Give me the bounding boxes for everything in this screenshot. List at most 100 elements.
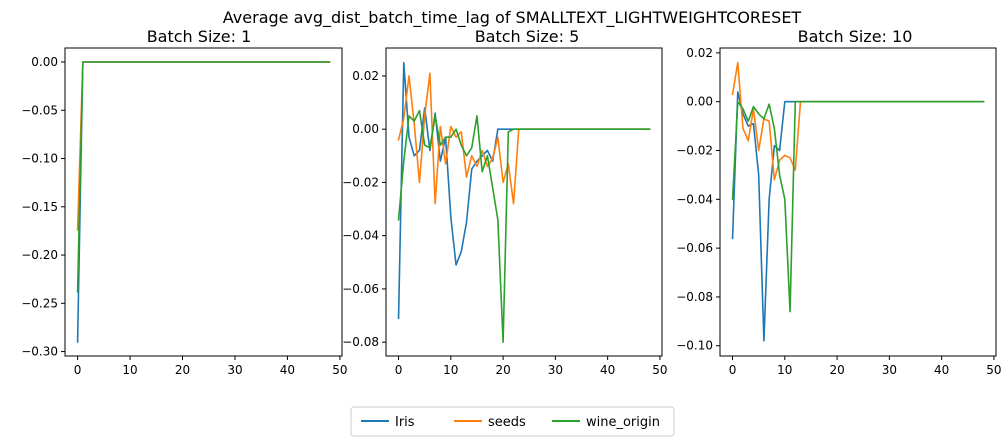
x-tick-label: 10 xyxy=(443,363,458,377)
legend-entry-iris: Iris xyxy=(361,415,415,430)
y-tick: −0.10 xyxy=(676,339,720,353)
y-tick-label: −0.04 xyxy=(676,192,713,206)
x-tick: 50 xyxy=(332,356,348,377)
y-tick: −0.20 xyxy=(21,248,65,262)
x-tick: 30 xyxy=(227,356,243,377)
y-tick-label: −0.25 xyxy=(21,296,58,310)
y-tick-label: −0.06 xyxy=(342,282,379,296)
y-tick: −0.30 xyxy=(21,345,65,359)
y-tick-label: 0.00 xyxy=(31,55,58,69)
x-tick: 40 xyxy=(280,356,295,377)
y-tick: −0.06 xyxy=(342,282,386,296)
x-tick: 10 xyxy=(443,356,458,377)
plot-area xyxy=(731,61,985,342)
subplot-batch-size-10: Batch Size: 10 0 10 20 30 40 50 −0.10 −0.08 −0.0… xyxy=(676,27,1001,377)
subplot-title: Batch Size: 5 xyxy=(475,27,580,46)
y-tick: 0.02 xyxy=(352,69,386,83)
y-tick: −0.25 xyxy=(21,296,65,310)
y-tick: −0.02 xyxy=(342,175,386,189)
x-tick-label: 0 xyxy=(74,363,82,377)
series-line-wine-origin xyxy=(731,100,985,313)
plot-area xyxy=(76,61,331,343)
y-tick-label: −0.04 xyxy=(342,229,379,243)
x-tick-label: 10 xyxy=(777,363,792,377)
subplot-batch-size-1: Batch Size: 1 0 10 20 30 40 50 −0.30 −0.25 −0.20… xyxy=(21,27,347,377)
x-tick: 0 xyxy=(729,356,737,377)
series-line-seeds xyxy=(397,72,651,205)
y-tick: 0.00 xyxy=(31,55,65,69)
axes-frame xyxy=(719,47,997,357)
legend: Iris seeds wine_origin xyxy=(350,406,675,437)
x-tick: 20 xyxy=(495,356,511,377)
y-tick-label: −0.08 xyxy=(676,290,713,304)
series-line-wine-origin xyxy=(397,109,651,343)
x-tick-label: 10 xyxy=(122,363,137,377)
x-tick: 50 xyxy=(652,356,668,377)
x-tick: 0 xyxy=(74,356,82,377)
figure-title: Average avg_dist_batch_time_lag of SMALL… xyxy=(223,8,802,28)
y-tick-label: 0.02 xyxy=(686,46,713,60)
x-tick: 30 xyxy=(882,356,897,377)
x-tick-label: 0 xyxy=(395,363,403,377)
axes-frame xyxy=(385,47,663,357)
subplot-title: Batch Size: 10 xyxy=(798,27,913,46)
x-tick-label: 40 xyxy=(600,363,615,377)
y-tick: −0.08 xyxy=(676,290,720,304)
x-tick-label: 20 xyxy=(829,363,844,377)
x-tick-label: 40 xyxy=(280,363,295,377)
y-tick-label: −0.20 xyxy=(21,248,58,262)
y-tick: 0.00 xyxy=(352,122,386,136)
y-tick-label: −0.08 xyxy=(342,335,379,349)
legend-entry-wine-origin: wine_origin xyxy=(552,415,660,430)
x-tick-label: 50 xyxy=(986,363,1001,377)
y-tick: −0.10 xyxy=(21,152,65,166)
x-tick-label: 40 xyxy=(934,363,949,377)
series-line-seeds xyxy=(76,61,331,231)
y-tick-label: −0.02 xyxy=(342,175,379,189)
legend-label: wine_origin xyxy=(586,415,660,430)
x-tick: 10 xyxy=(122,356,138,377)
y-tick: −0.05 xyxy=(21,103,65,117)
y-tick: −0.02 xyxy=(676,144,720,158)
y-tick: −0.04 xyxy=(676,192,720,206)
x-tick: 40 xyxy=(600,356,615,377)
legend-entry-seeds: seeds xyxy=(454,415,526,430)
x-tick-label: 30 xyxy=(882,363,897,377)
x-tick: 10 xyxy=(777,356,792,377)
legend-label: Iris xyxy=(395,415,415,430)
legend-frame xyxy=(350,406,675,437)
series-line-iris xyxy=(76,61,331,343)
y-tick-label: −0.30 xyxy=(21,345,58,359)
x-tick-label: 30 xyxy=(548,363,563,377)
x-tick: 20 xyxy=(829,356,845,377)
plot-area xyxy=(397,61,651,343)
x-tick-label: 0 xyxy=(729,363,737,377)
series-line-seeds xyxy=(731,61,985,181)
y-tick-label: −0.06 xyxy=(676,241,713,255)
x-tick: 50 xyxy=(986,356,1002,377)
x-tick: 40 xyxy=(934,356,949,377)
y-tick: −0.15 xyxy=(21,200,65,214)
x-tick-label: 50 xyxy=(652,363,667,377)
subplot-batch-size-5: Batch Size: 5 0 10 20 30 40 50 −0.08 −0.06 −0.04… xyxy=(342,27,667,377)
x-tick-label: 30 xyxy=(227,363,242,377)
y-tick-label: 0.00 xyxy=(352,122,379,136)
x-tick: 0 xyxy=(395,356,403,377)
y-tick-label: −0.05 xyxy=(21,103,58,117)
x-tick: 30 xyxy=(548,356,563,377)
y-tick: −0.04 xyxy=(342,229,386,243)
y-tick: 0.00 xyxy=(686,95,720,109)
y-tick-label: 0.00 xyxy=(686,95,713,109)
y-tick: −0.08 xyxy=(342,335,386,349)
y-tick-label: −0.02 xyxy=(676,144,713,158)
subplot-title: Batch Size: 1 xyxy=(147,27,252,46)
y-tick: −0.06 xyxy=(676,241,720,255)
axes-frame xyxy=(64,47,343,357)
x-tick-label: 50 xyxy=(332,363,347,377)
y-tick-label: −0.10 xyxy=(21,152,58,166)
x-tick-label: 20 xyxy=(175,363,190,377)
series-line-wine-origin xyxy=(76,61,331,293)
y-tick-label: 0.02 xyxy=(352,69,379,83)
y-tick-label: −0.15 xyxy=(21,200,58,214)
